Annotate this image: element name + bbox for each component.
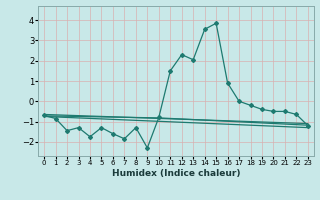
X-axis label: Humidex (Indice chaleur): Humidex (Indice chaleur) <box>112 169 240 178</box>
